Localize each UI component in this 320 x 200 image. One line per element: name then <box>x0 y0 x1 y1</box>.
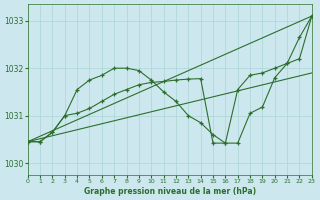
X-axis label: Graphe pression niveau de la mer (hPa): Graphe pression niveau de la mer (hPa) <box>84 187 256 196</box>
